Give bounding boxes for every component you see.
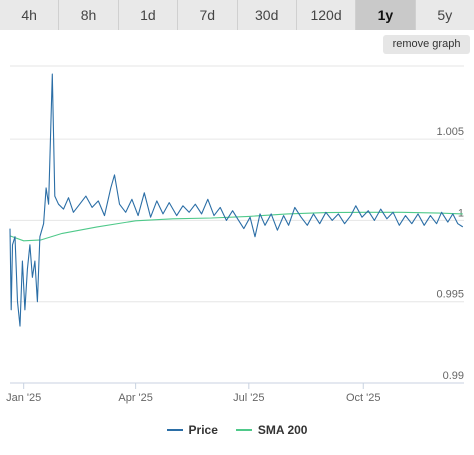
x-axis: Jan '25 Apr '25 Jul '25 Oct '25 <box>6 382 464 404</box>
legend-item-price[interactable]: Price <box>166 423 218 437</box>
x-tick-label: Jul '25 <box>233 392 264 404</box>
tab-4h[interactable]: 4h <box>0 0 60 30</box>
sma-swatch <box>235 429 252 431</box>
y-tick-label: 1.005 <box>436 126 464 138</box>
x-tick-label: Jan '25 <box>6 392 41 404</box>
sma-200-line <box>9 211 463 242</box>
legend: Price SMA 200 <box>0 420 474 440</box>
tab-30d[interactable]: 30d <box>237 0 297 30</box>
y-tick-label: 0.99 <box>443 370 464 382</box>
tab-1d[interactable]: 1d <box>118 0 179 30</box>
price-line <box>9 73 464 327</box>
series-layer <box>9 73 464 327</box>
x-tick-label: Oct '25 <box>346 392 381 404</box>
remove-graph-button[interactable]: remove graph <box>383 35 470 54</box>
legend-label-sma: SMA 200 <box>257 423 308 437</box>
tab-7d[interactable]: 7d <box>178 0 238 30</box>
y-tick-label: 0.995 <box>436 289 464 301</box>
price-swatch <box>166 429 183 431</box>
tab-1y[interactable]: 1y <box>356 0 416 30</box>
x-tick-label: Apr '25 <box>118 392 153 404</box>
legend-item-sma[interactable]: SMA 200 <box>235 423 308 437</box>
tab-8h[interactable]: 8h <box>59 0 119 30</box>
timeframe-tabs: 4h 8h 1d 7d 30d 120d 1y 5y <box>0 0 474 30</box>
tab-120d[interactable]: 120d <box>296 0 357 30</box>
tab-5y[interactable]: 5y <box>415 0 474 30</box>
legend-label-price: Price <box>188 423 218 437</box>
